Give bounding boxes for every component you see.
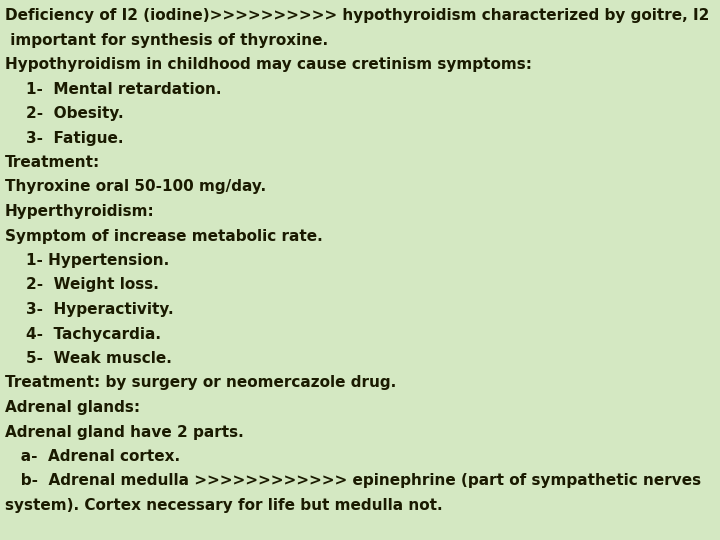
- Text: 3-  Hyperactivity.: 3- Hyperactivity.: [5, 302, 174, 317]
- Text: 2-  Weight loss.: 2- Weight loss.: [5, 278, 159, 293]
- Text: Treatment: by surgery or neomercazole drug.: Treatment: by surgery or neomercazole dr…: [5, 375, 396, 390]
- Text: system). Cortex necessary for life but medulla not.: system). Cortex necessary for life but m…: [5, 498, 443, 513]
- Text: a-  Adrenal cortex.: a- Adrenal cortex.: [5, 449, 180, 464]
- Text: 1-  Mental retardation.: 1- Mental retardation.: [5, 82, 222, 97]
- Text: Deficiency of I2 (iodine)>>>>>>>>>> hypothyroidism characterized by goitre, I2: Deficiency of I2 (iodine)>>>>>>>>>> hypo…: [5, 8, 709, 23]
- Text: Adrenal glands:: Adrenal glands:: [5, 400, 140, 415]
- Text: Adrenal gland have 2 parts.: Adrenal gland have 2 parts.: [5, 424, 244, 440]
- Text: important for synthesis of thyroxine.: important for synthesis of thyroxine.: [5, 32, 328, 48]
- Text: 1- Hypertension.: 1- Hypertension.: [5, 253, 169, 268]
- Text: 4-  Tachycardia.: 4- Tachycardia.: [5, 327, 161, 341]
- Text: Symptom of increase metabolic rate.: Symptom of increase metabolic rate.: [5, 228, 323, 244]
- Text: Thyroxine oral 50-100 mg/day.: Thyroxine oral 50-100 mg/day.: [5, 179, 266, 194]
- Text: 3-  Fatigue.: 3- Fatigue.: [5, 131, 124, 145]
- Text: Treatment:: Treatment:: [5, 155, 100, 170]
- Text: 5-  Weak muscle.: 5- Weak muscle.: [5, 351, 172, 366]
- Text: Hypothyroidism in childhood may cause cretinism symptoms:: Hypothyroidism in childhood may cause cr…: [5, 57, 532, 72]
- Text: Hyperthyroidism:: Hyperthyroidism:: [5, 204, 155, 219]
- Text: b-  Adrenal medulla >>>>>>>>>>>> epinephrine (part of sympathetic nerves: b- Adrenal medulla >>>>>>>>>>>> epinephr…: [5, 474, 701, 489]
- Text: 2-  Obesity.: 2- Obesity.: [5, 106, 124, 121]
